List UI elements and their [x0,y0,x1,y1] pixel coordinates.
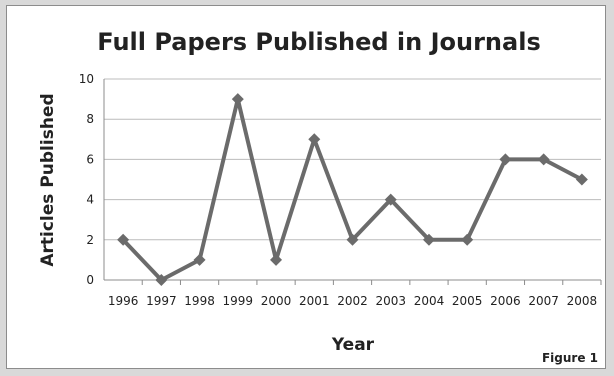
y-tick-label: 2 [86,233,94,247]
data-point [384,193,397,206]
x-tick-label: 2003 [375,294,406,308]
data-point [117,233,130,246]
x-tick-label: 2004 [414,294,445,308]
data-point [155,274,168,286]
x-tick-label: 2005 [452,294,483,308]
data-point [575,173,588,186]
y-tick-label: 6 [86,152,94,166]
x-axis-label: Year [331,335,375,355]
data-point [499,153,512,166]
chart-frame [6,5,606,369]
x-tick-label: 2008 [567,294,598,308]
x-tick-label: 1998 [184,294,215,308]
y-axis-label: Articles Published [38,93,58,266]
x-tick-label: 1999 [223,294,254,308]
data-point [422,233,435,246]
x-axis-ticks: 1996 1997 1998 1999 2000 2001 2002 2003 2004 2005… [108,280,602,308]
x-tick-label: 1997 [146,294,177,308]
data-point [270,253,283,266]
y-tick-label: 0 [86,273,94,287]
data-point [537,153,550,166]
data-point [231,93,244,106]
data-point [193,253,206,266]
chart-title: Full Papers Published in Journals [97,28,540,56]
data-point [346,233,359,246]
data-point [461,233,474,246]
x-tick-label: 2000 [261,294,292,308]
data-point [308,133,321,146]
series-line [121,97,583,282]
x-tick-label: 2001 [299,294,330,308]
series [117,93,588,286]
x-tick-label: 2007 [528,294,559,308]
y-tick-label: 4 [86,193,94,207]
x-tick-label: 1996 [108,294,139,308]
grid-lines [103,78,601,281]
x-tick-label: 2006 [490,294,521,308]
y-axis-ticks: 0 2 4 6 8 10 [79,72,94,287]
y-tick-label: 8 [86,112,94,126]
y-tick-label: 10 [79,72,94,86]
x-tick-label: 2002 [337,294,368,308]
figure-caption: Figure 1 [542,351,598,365]
